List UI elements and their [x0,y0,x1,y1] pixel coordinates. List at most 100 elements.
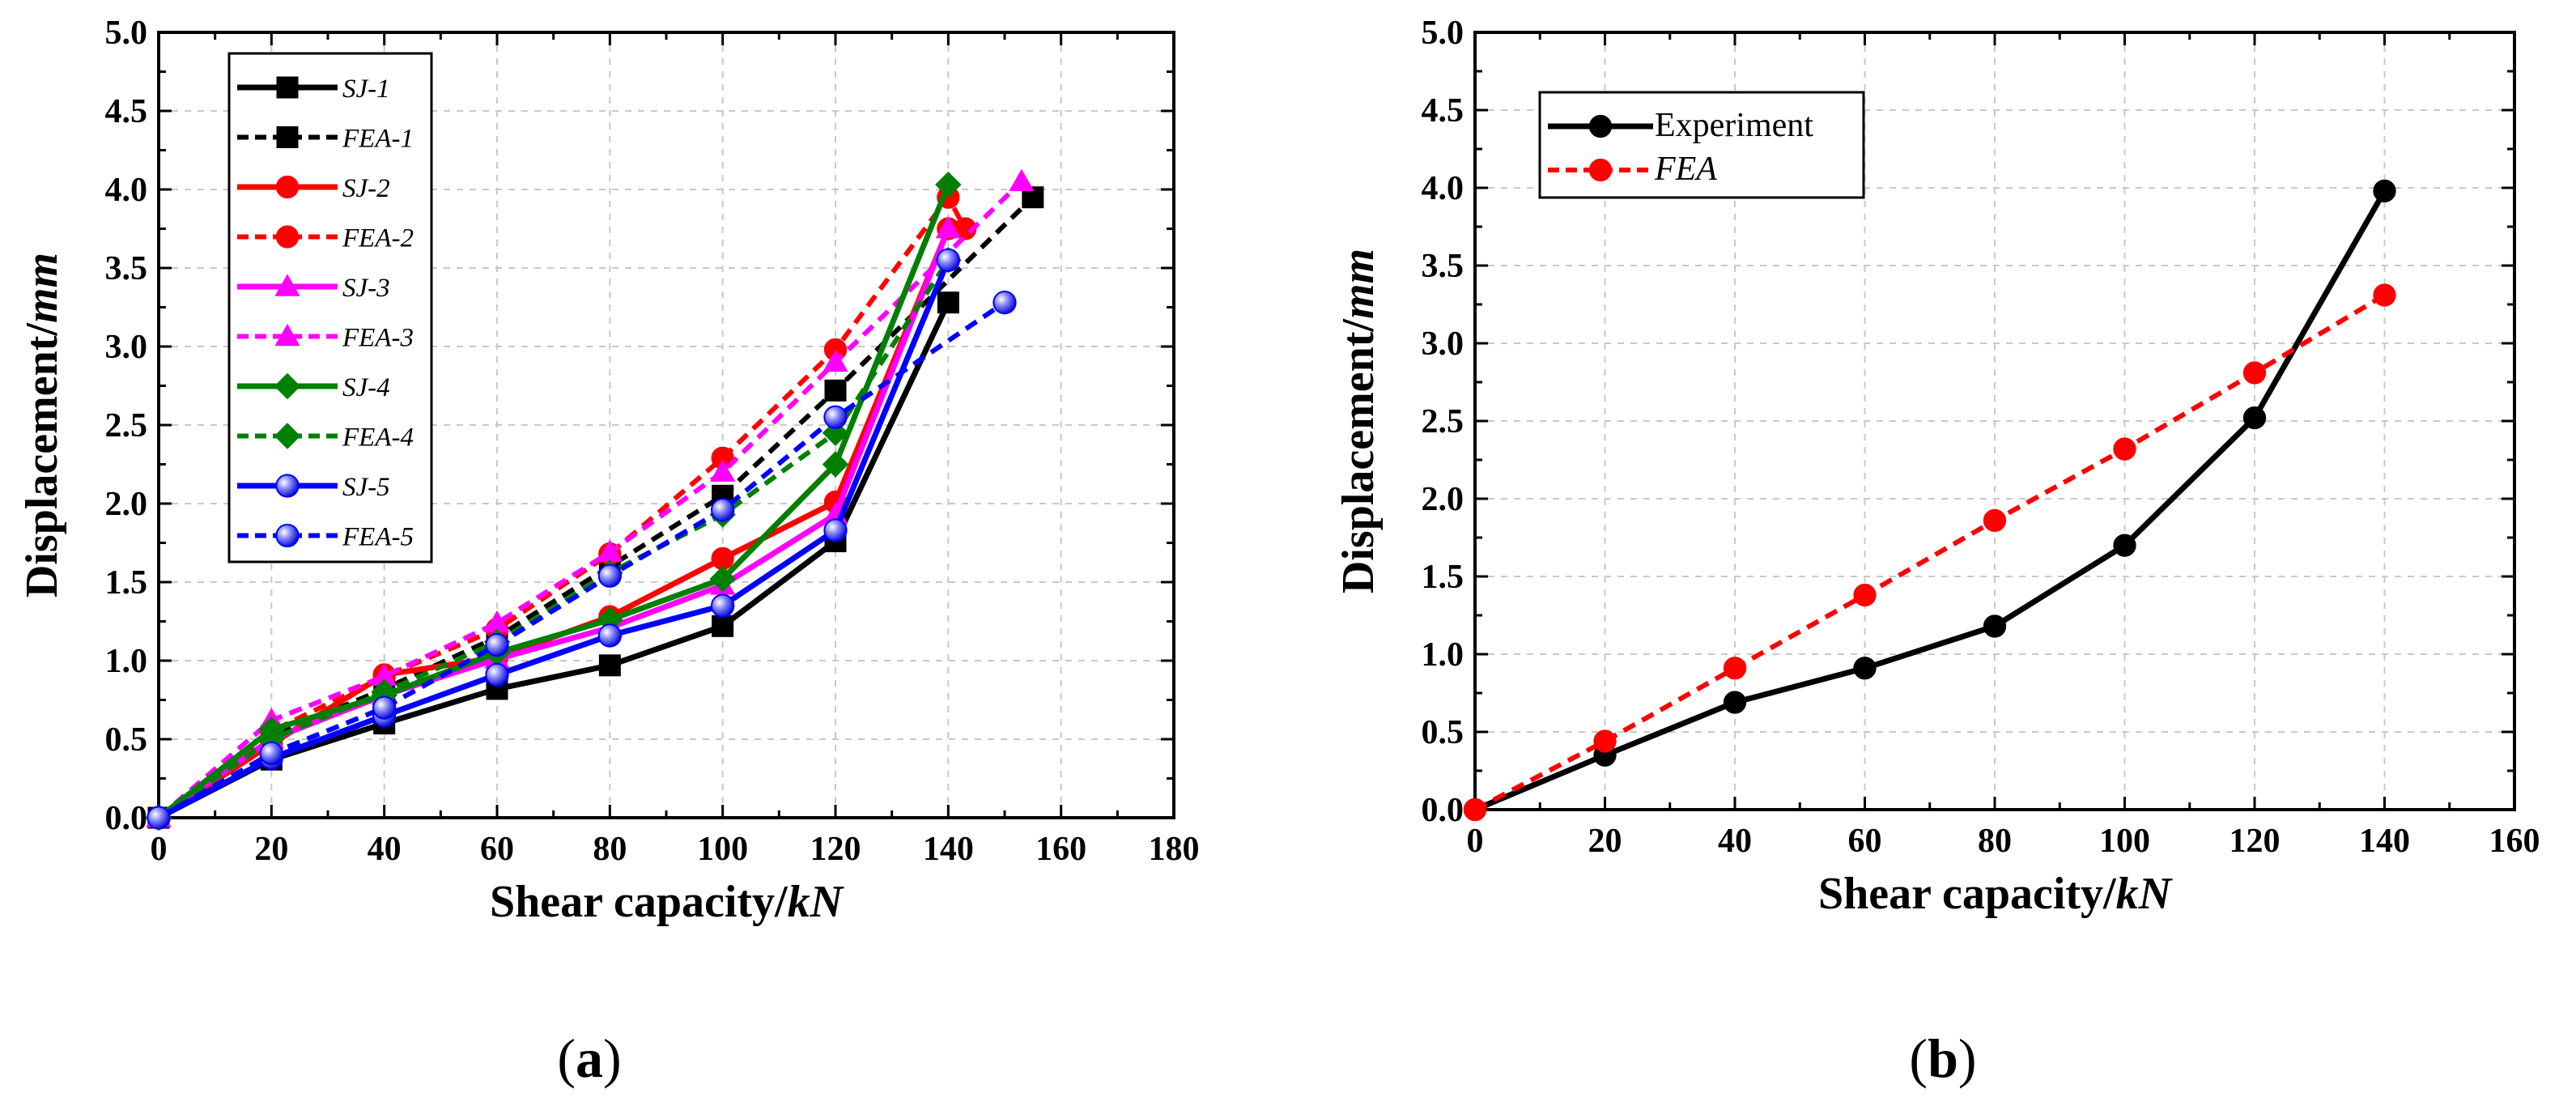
legend-item: SJ-1 [237,74,390,104]
legend-label: SJ-4 [342,373,390,402]
y-tick-label: 1.0 [1422,636,1464,674]
x-tick-label: 80 [593,831,627,868]
data-point-Experiment [2373,179,2396,202]
chart-a: 0 20 40 60 80 100 120 140 160 180 0.0 0.5 1.0 1.5 2.0 2… [17,15,1200,1089]
legend-label: FEA-4 [342,423,414,453]
data-point-FEA [1723,657,1747,680]
caption-letter: b [1928,1027,1958,1089]
legend-item: FEA-4 [237,423,414,453]
x-tick-label: 20 [1588,823,1622,860]
series-line-Experiment [1473,189,2387,813]
legend-marker [275,225,300,249]
legend: SJ-1 FEA-1 SJ-2 FEA-2 SJ-3 FEA-3 SJ-4 FEA-4 SJ-5… [227,52,433,564]
y-tick-label: 4.0 [105,172,148,209]
legend-marker [274,372,301,400]
legend-marker [275,474,300,498]
x-tick-label: 100 [2099,823,2150,860]
legend-item: FEA-1 [237,125,414,154]
data-point-SJ-5 [936,248,960,272]
legend-marker [274,274,300,296]
data-point-FEA [2373,283,2396,307]
series-line-FEA-3 [157,180,1023,820]
y-axis-title: Displacement/mm [1333,249,1384,593]
chart-b: 0 20 40 60 80 100 120 140 160 0.0 0.5 1.0 1.5 2.0 2.5 3… [1333,15,2540,1089]
x-tick-label: 120 [810,831,861,868]
x-tick-label: 80 [1978,823,2012,860]
data-point-FEA-3 [484,610,510,633]
caption-close: ) [1958,1027,1977,1089]
data-point-SJ-3 [935,215,961,239]
legend-item: FEA [1548,151,1717,188]
x-tick-label: 40 [368,831,402,868]
legend-label: FEA-1 [342,125,414,154]
legend-marker [276,126,299,148]
caption-letter: a [576,1027,603,1089]
y-tick-label: 3.0 [105,329,148,366]
y-axis-title-main: Displacement/ [17,322,67,598]
x-tick-label: 140 [923,831,974,868]
legend-label: SJ-5 [342,473,390,502]
series-FEA [1463,283,2396,822]
y-axis-title-unit: mm [1333,249,1384,319]
data-point-SJ-4 [822,451,849,478]
data-point-SJ-4 [935,171,962,198]
data-point-FEA-5 [823,405,848,429]
series-line-FEA-4 [157,258,950,820]
data-point-FEA-5 [147,806,171,830]
data-point-Experiment [1983,615,2007,638]
data-point-FEA [1593,729,1617,753]
y-tick-label: 1.0 [105,643,148,680]
x-axis-title-unit: kN [2116,869,2174,919]
data-point-SJ-5 [485,662,509,687]
x-tick-label: 0 [151,831,168,868]
data-point-Experiment [1853,657,1877,680]
data-point-SJ-1 [598,654,621,677]
y-tick-label: 3.5 [105,250,148,287]
series-line-FEA-1 [157,195,1035,820]
data-point-SJ-5 [711,593,735,618]
data-point-FEA-5 [597,564,622,588]
series-line-FEA [1473,292,2387,812]
y-tick-label: 3.5 [1422,248,1464,285]
legend-marker [1588,114,1613,138]
x-axis-title-main: Shear capacity/ [490,877,789,927]
legend-label: SJ-2 [342,174,390,203]
series-FEA-5 [147,291,1017,830]
x-tick-label: 120 [2230,823,2281,860]
data-point-FEA [1853,583,1877,607]
y-tick-label: 0.5 [1422,714,1464,751]
x-tick-label: 40 [1718,823,1752,860]
x-tick-label: 0 [1467,823,1484,860]
series-line-FEA-5 [157,300,1006,820]
legend-label: SJ-1 [342,74,390,104]
y-axis-title-unit: mm [17,253,67,323]
data-point-FEA [2113,437,2136,461]
data-point-FEA-3 [823,349,848,372]
data-point-FEA-3 [372,663,397,687]
data-point-Experiment [2113,534,2136,557]
legend-item: SJ-2 [237,174,390,203]
x-axis-title-main: Shear capacity/ [1818,869,2117,919]
data-point-SJ-1 [712,615,734,637]
legend-marker [275,523,300,548]
data-point-Experiment [2242,406,2267,430]
data-point-FEA-3 [710,459,736,482]
figure-caption: (a) [557,1027,621,1089]
data-point-FEA-5 [993,291,1017,315]
data-point-FEA-5 [485,632,509,657]
legend-label: Experiment [1655,107,1813,144]
x-axis-title: Shear capacity/kN [490,877,845,927]
x-tick-label: 100 [697,831,748,868]
caption-close: ) [603,1027,622,1089]
data-point-FEA-3 [1009,168,1035,191]
legend-box [1538,91,1865,199]
series-line-SJ-4 [156,183,951,820]
x-tick-label: 140 [2359,823,2410,860]
series-line-FEA-2 [157,194,967,820]
legend-item: Experiment [1548,107,1813,144]
y-tick-label: 0.0 [105,800,148,837]
y-tick-label: 5.0 [105,15,148,52]
caption-open: ( [1909,1027,1928,1089]
data-point-FEA-1 [824,379,847,402]
